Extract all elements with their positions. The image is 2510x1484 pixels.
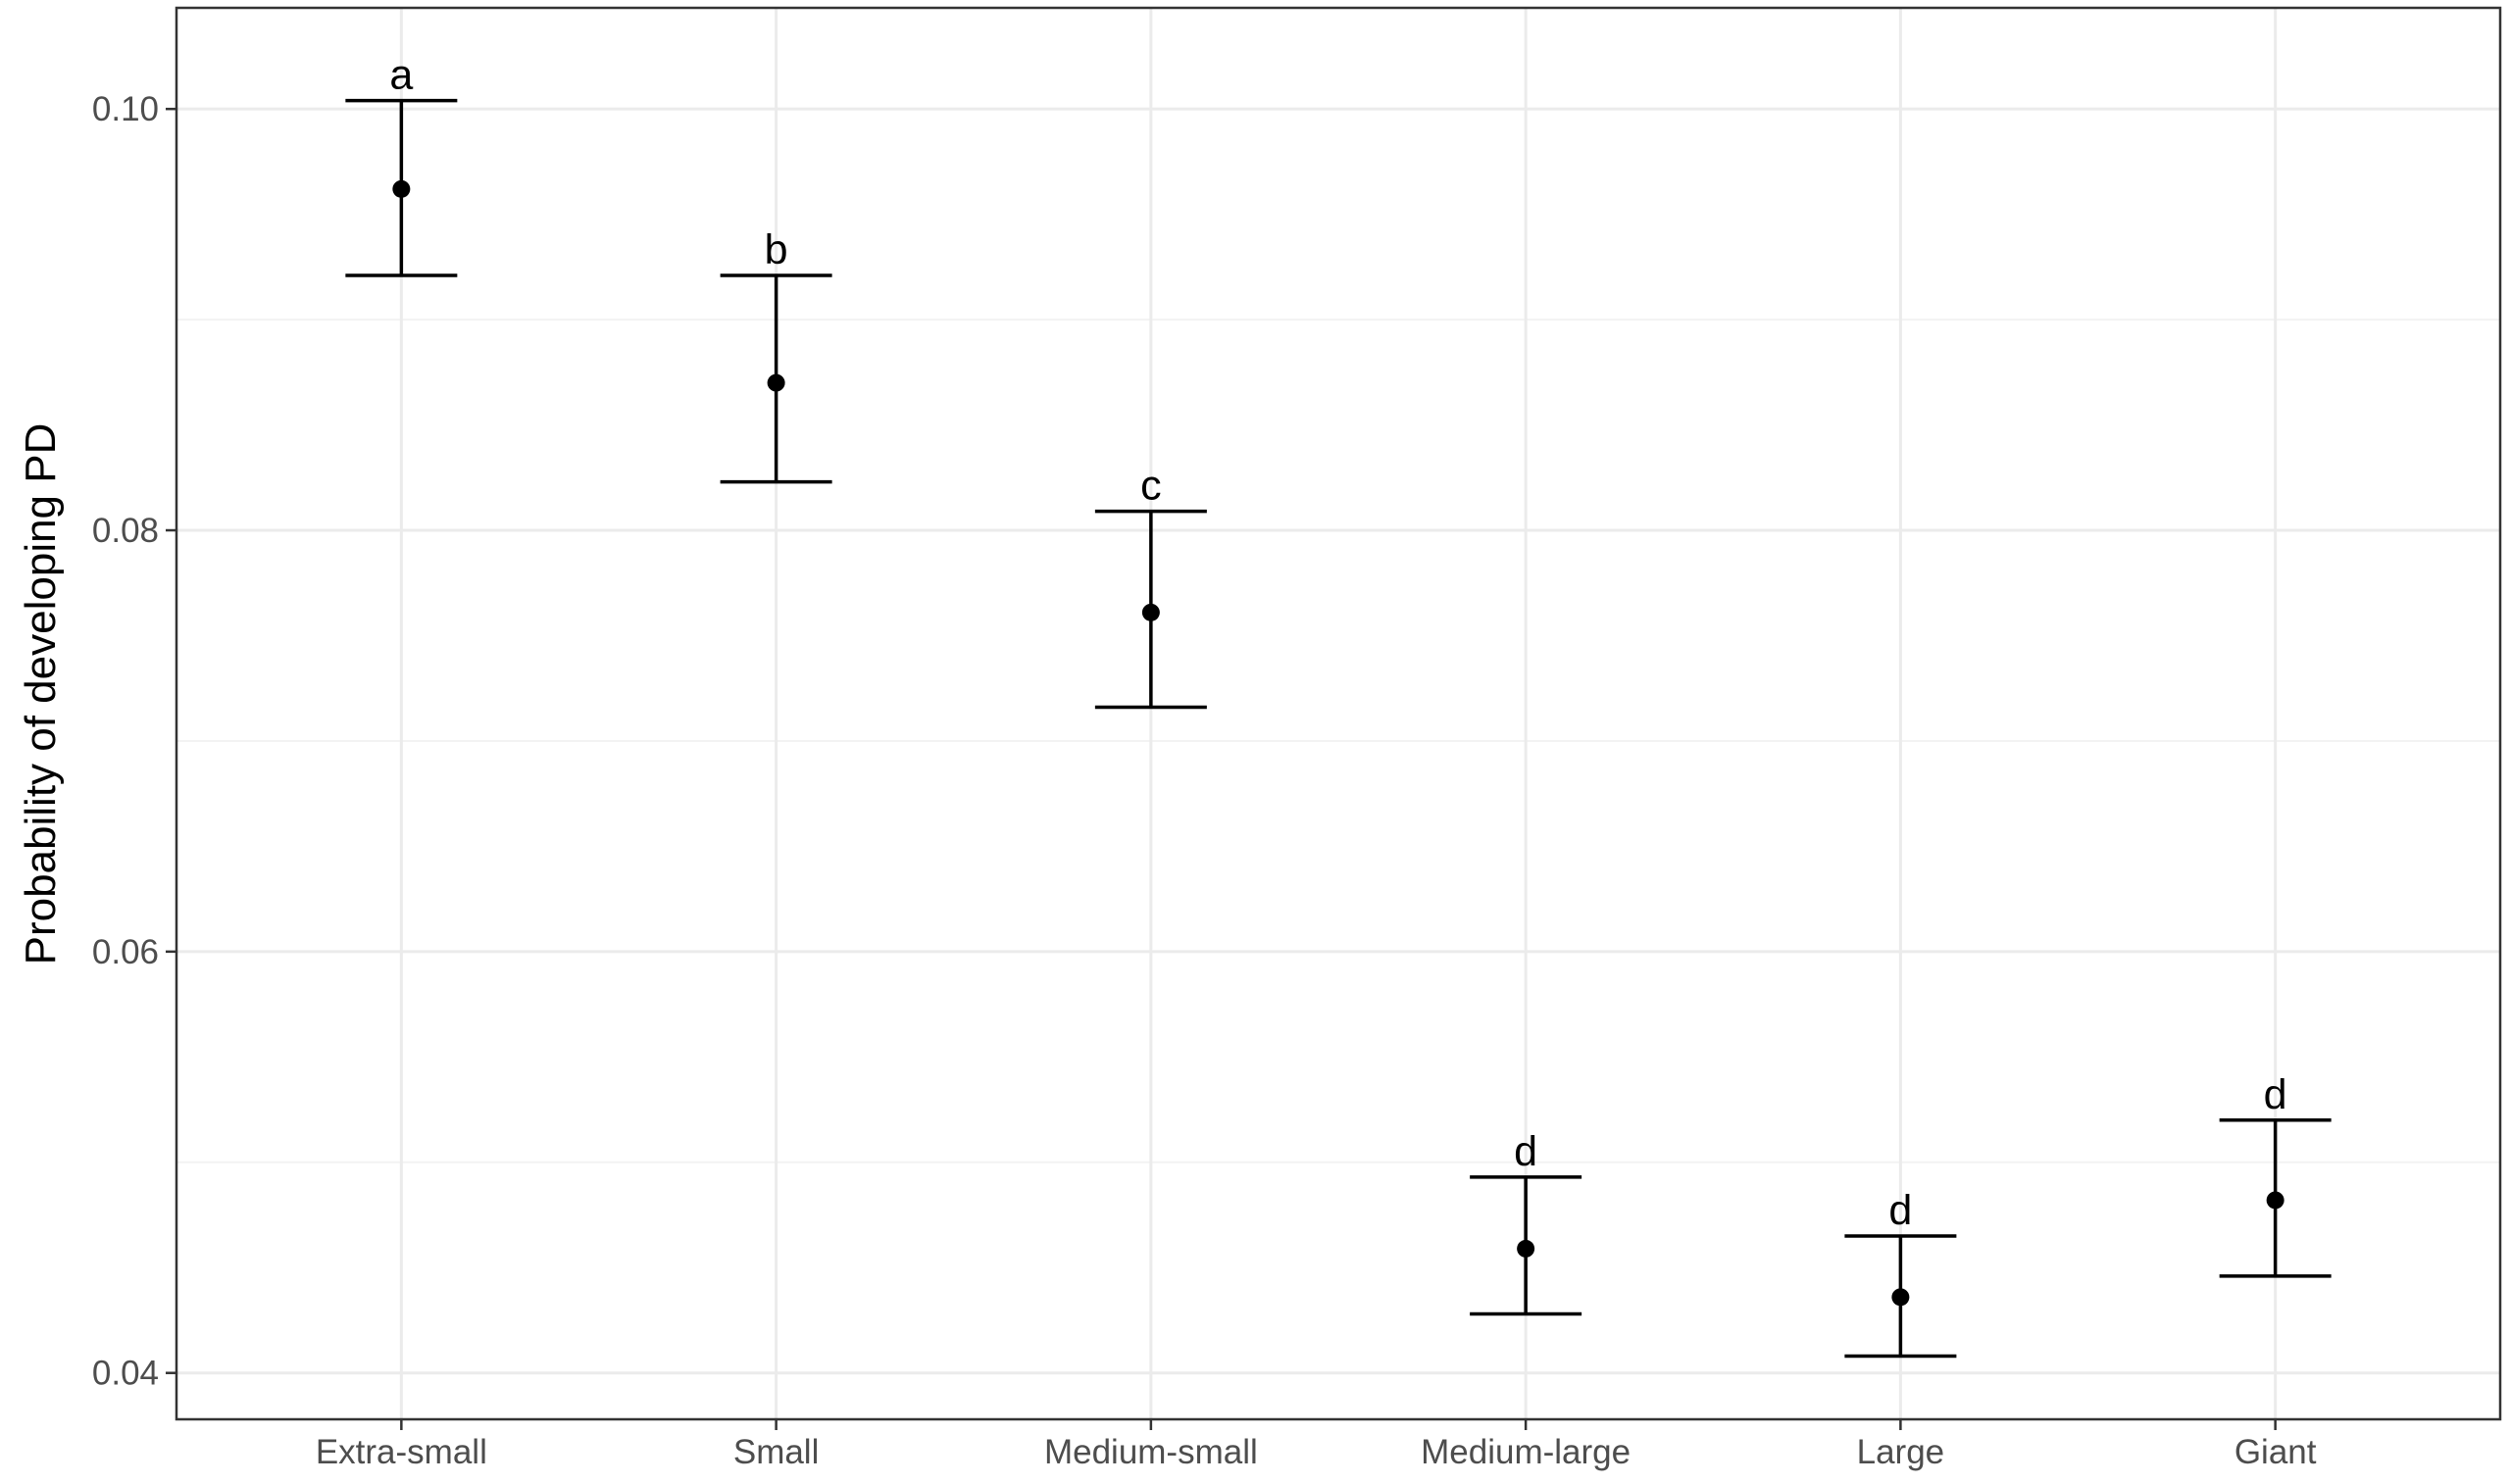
x-tick-label: Medium-large — [1421, 1433, 1631, 1471]
estimate-point — [2267, 1191, 2284, 1209]
significance-letter: a — [389, 52, 413, 99]
x-tick-label: Extra-small — [316, 1433, 487, 1471]
y-tick-label: 0.08 — [92, 512, 159, 550]
chart: Extra-small Small Medium-small Medium-large… — [0, 0, 2510, 1484]
x-tick-label: Small — [733, 1433, 820, 1471]
y-tick-label: 0.10 — [92, 90, 159, 128]
estimate-point — [1517, 1240, 1534, 1258]
estimate-point — [768, 374, 785, 392]
estimate-point — [1891, 1288, 1909, 1306]
y-axis-title: Probability of developing PD — [17, 423, 65, 965]
estimate-point — [1142, 604, 1160, 621]
chart-background — [0, 0, 2510, 1484]
significance-letter: d — [2264, 1071, 2287, 1118]
y-tick-label: 0.04 — [92, 1355, 159, 1393]
x-tick-label: Medium-small — [1044, 1433, 1258, 1471]
estimate-point — [392, 180, 410, 198]
significance-letter: d — [1514, 1128, 1537, 1175]
significance-letter: d — [1888, 1187, 1912, 1234]
significance-letter: b — [765, 226, 788, 273]
x-tick-label: Giant — [2234, 1433, 2317, 1471]
x-tick-label: Large — [1857, 1433, 1945, 1471]
significance-letter: c — [1140, 463, 1162, 510]
y-tick-label: 0.06 — [92, 933, 159, 971]
